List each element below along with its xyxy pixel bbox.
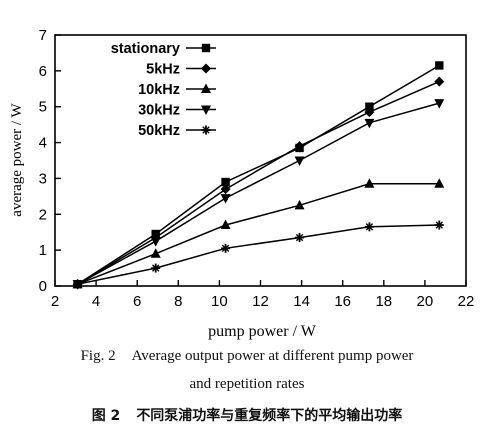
data-point <box>364 118 375 129</box>
legend: stationary 5kHz 10kHz 30kHz 50kHz <box>111 41 216 139</box>
series-line <box>77 183 440 285</box>
data-point <box>73 279 83 289</box>
data-point <box>221 243 231 253</box>
x-tick-label: 12 <box>252 293 269 310</box>
data-point <box>364 178 375 188</box>
data-point <box>220 194 231 204</box>
caption-line-2: and repetition rates <box>189 376 305 392</box>
data-point <box>294 141 305 152</box>
legend-label: stationary <box>111 41 180 57</box>
legend-marker <box>201 43 211 53</box>
x-tick-label: 20 <box>417 293 434 310</box>
figure-caption-chinese: 图 2 不同泵浦功率与重复频率下的平均输出功率 <box>0 405 494 425</box>
legend-marker <box>201 83 211 93</box>
legend-label: 5kHz <box>146 62 180 78</box>
legend-item: 50kHz <box>138 123 216 139</box>
legend-marker <box>201 125 211 135</box>
y-tick-label: 2 <box>39 206 47 223</box>
data-point <box>150 237 161 247</box>
legend-label: 10kHz <box>138 82 180 98</box>
y-tick-label: 5 <box>39 99 47 116</box>
figure-label: Fig. 2 <box>80 348 116 364</box>
x-tick-label: 18 <box>375 293 392 310</box>
data-point <box>294 199 305 210</box>
x-tick-label: 22 <box>458 293 475 310</box>
data-point <box>221 177 230 187</box>
y-tick-label: 1 <box>39 242 47 259</box>
series-30kHz <box>72 99 445 290</box>
legend-item: stationary <box>111 41 216 57</box>
y-tick-label: 6 <box>39 63 47 80</box>
data-point <box>435 61 444 70</box>
legend-item: 5kHz <box>146 62 216 78</box>
data-point <box>434 178 445 188</box>
caption-line-1: Average output power at different pump p… <box>131 348 414 364</box>
series-50kHz <box>73 220 444 289</box>
data-point <box>295 233 305 243</box>
data-point <box>220 184 231 195</box>
figure-caption-english: Fig. 2 Average output power at different … <box>0 348 494 365</box>
figure-label-cn: 图 2 <box>91 408 121 424</box>
x-axis-label: pump power / W <box>208 323 317 340</box>
data-point <box>364 107 375 118</box>
data-point <box>220 219 231 230</box>
x-tick-label: 16 <box>334 293 351 310</box>
y-tick-label: 0 <box>39 278 47 295</box>
series-line <box>77 102 440 285</box>
x-tick-label: 2 <box>51 293 59 310</box>
legend-marker <box>201 105 211 115</box>
y-tick-label: 7 <box>39 27 47 44</box>
x-axis-ticks: 2 4 6 8 10 12 14 16 18 20 22 <box>51 280 475 310</box>
legend-label: 30kHz <box>138 103 180 119</box>
series-line <box>77 80 440 285</box>
plot-frame <box>54 34 467 287</box>
data-point <box>434 76 445 87</box>
legend-label: 50kHz <box>138 123 180 139</box>
data-point <box>434 220 444 230</box>
x-tick-label: 10 <box>211 293 228 310</box>
series-5kHz <box>72 76 445 290</box>
series-line <box>77 64 440 285</box>
series-line <box>77 224 440 285</box>
data-point <box>434 99 445 109</box>
data-point <box>151 263 161 273</box>
data-point <box>150 248 161 258</box>
y-tick-label: 4 <box>39 135 47 152</box>
caption-cn-text: 不同泵浦功率与重复频率下的平均输出功率 <box>136 408 403 424</box>
data-point <box>364 222 374 232</box>
series-10kHz <box>72 178 445 289</box>
y-axis-label: average power / W <box>9 102 25 216</box>
x-tick-label: 14 <box>293 293 310 310</box>
y-tick-label: 3 <box>39 170 47 187</box>
legend-item: 30kHz <box>138 103 216 119</box>
x-tick-label: 6 <box>133 293 141 310</box>
legend-marker <box>201 63 211 74</box>
data-point <box>294 156 305 166</box>
legend-item: 10kHz <box>138 82 216 98</box>
series-layer <box>72 61 445 290</box>
x-tick-label: 8 <box>174 293 182 310</box>
data-point <box>365 102 374 111</box>
x-tick-label: 4 <box>92 293 100 310</box>
y-axis-ticks: 0 1 2 3 4 5 6 7 <box>39 27 61 295</box>
